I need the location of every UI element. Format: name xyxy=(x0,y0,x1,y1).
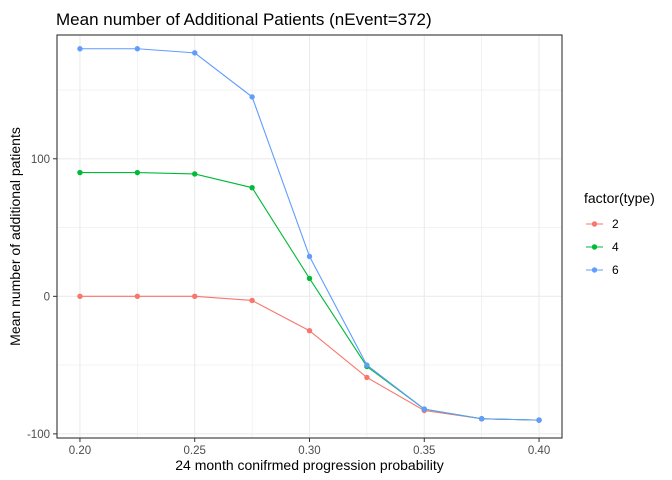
data-point-6 xyxy=(364,362,370,368)
plot-panel xyxy=(56,34,563,439)
legend-label-4: 4 xyxy=(612,240,619,254)
legend: factor(type) 2 4 6 xyxy=(584,190,655,277)
data-point-2 xyxy=(192,293,198,300)
x-tick-label: 0.25 xyxy=(184,445,206,457)
x-tick-label: 0.30 xyxy=(298,445,320,457)
data-point-2 xyxy=(306,328,313,334)
x-axis-title: 24 month conifrmed progression probabili… xyxy=(175,457,443,473)
y-axis-title: Mean number of additional patients xyxy=(7,127,23,346)
x-axis: 0.20 0.25 0.30 0.35 0.40 xyxy=(69,438,550,457)
y-tick-label: 100 xyxy=(31,154,50,166)
data-point-6 xyxy=(249,94,255,100)
x-tick-label: 0.35 xyxy=(413,445,435,457)
data-point-6 xyxy=(134,46,141,52)
legend-key-point-2 xyxy=(591,221,598,227)
data-point-4 xyxy=(134,169,141,176)
legend-key-point-6 xyxy=(591,267,598,273)
y-tick-label: 0 xyxy=(44,291,50,303)
x-tick-label: 0.40 xyxy=(528,445,550,457)
data-point-6 xyxy=(77,46,83,52)
data-point-2 xyxy=(364,374,370,381)
legend-label-6: 6 xyxy=(612,263,619,277)
data-point-6 xyxy=(478,416,485,422)
data-point-4 xyxy=(306,275,313,282)
data-point-6 xyxy=(192,50,198,56)
y-axis: -100 0 100 xyxy=(27,154,57,441)
data-point-6 xyxy=(306,253,313,260)
x-tick-label: 0.20 xyxy=(69,445,91,457)
data-point-6 xyxy=(421,406,427,412)
data-point-2 xyxy=(134,293,141,300)
data-point-6 xyxy=(536,417,542,423)
data-point-4 xyxy=(77,169,83,176)
y-tick-label: -100 xyxy=(27,429,50,441)
data-point-2 xyxy=(249,297,255,304)
legend-label-2: 2 xyxy=(612,217,619,231)
chart-title: Mean number of Additional Patients (nEve… xyxy=(56,10,432,29)
series-points xyxy=(77,46,542,423)
legend-key-point-4 xyxy=(591,244,598,250)
legend-title: factor(type) xyxy=(584,190,655,206)
data-point-4 xyxy=(192,171,198,177)
data-point-4 xyxy=(249,184,255,191)
data-point-2 xyxy=(77,293,83,300)
gridlines xyxy=(57,35,562,438)
